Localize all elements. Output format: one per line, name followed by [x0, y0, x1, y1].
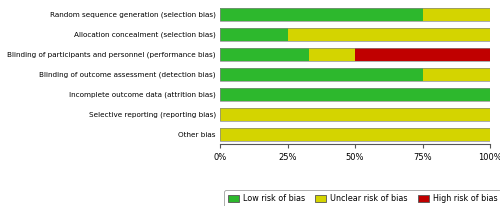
Bar	[220, 128, 490, 141]
Bar	[220, 108, 490, 121]
Bar	[220, 68, 422, 81]
Bar	[220, 28, 288, 41]
Bar	[220, 68, 490, 81]
Bar	[220, 8, 422, 21]
Bar	[309, 48, 355, 61]
Legend: Low risk of bias, Unclear risk of bias, High risk of bias: Low risk of bias, Unclear risk of bias, …	[224, 190, 500, 206]
Bar	[220, 128, 490, 141]
Bar	[220, 48, 309, 61]
Bar	[220, 8, 490, 21]
Bar	[220, 28, 490, 41]
Bar	[422, 8, 490, 21]
Bar	[220, 88, 490, 101]
Bar	[220, 108, 490, 121]
Bar	[355, 48, 490, 61]
Bar	[288, 28, 490, 41]
Bar	[422, 68, 490, 81]
Bar	[220, 88, 490, 101]
Bar	[220, 48, 490, 61]
